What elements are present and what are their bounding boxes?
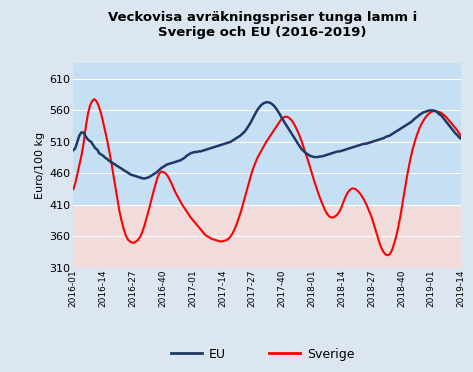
- Y-axis label: Euro/100 kg: Euro/100 kg: [35, 132, 45, 199]
- Text: Veckovisa avräkningspriser tunga lamm i
Sverige och EU (2016-2019): Veckovisa avräkningspriser tunga lamm i …: [108, 11, 417, 39]
- Bar: [73, 205, 461, 268]
- Legend: EU, Sverige: EU, Sverige: [166, 343, 359, 366]
